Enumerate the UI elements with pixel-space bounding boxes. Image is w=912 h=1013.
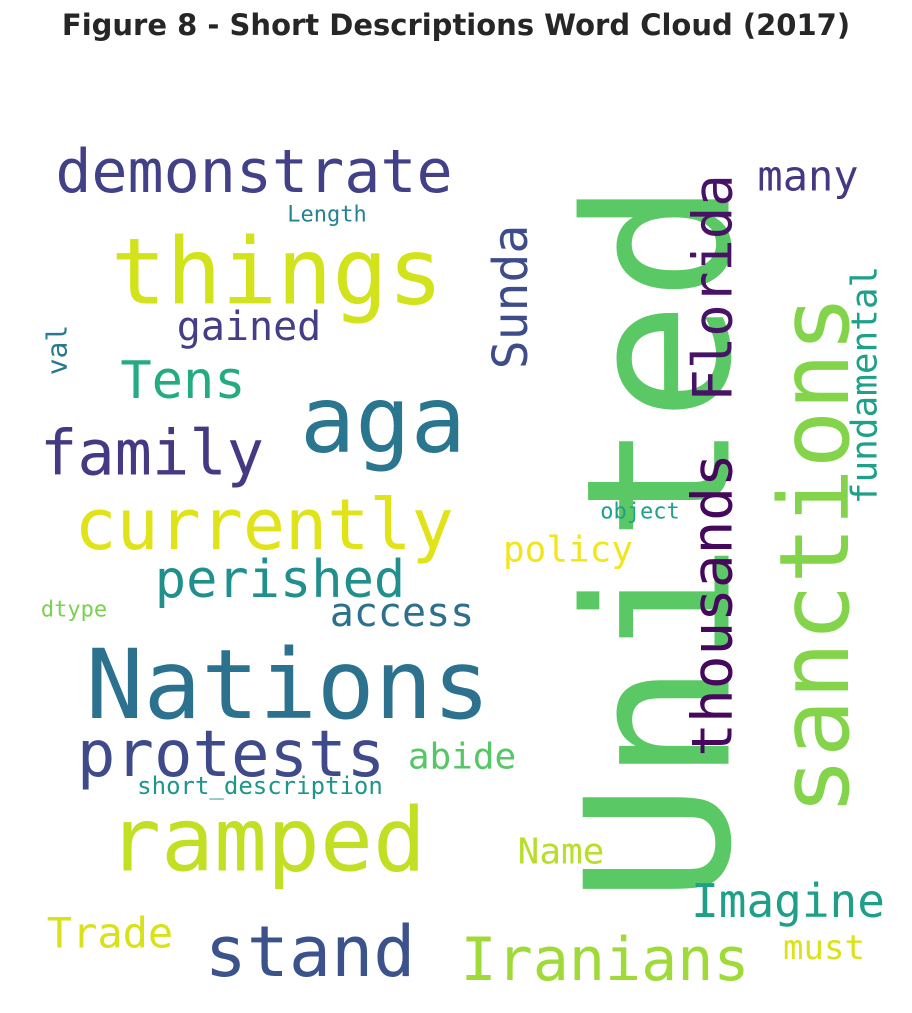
- cloud-word-abide: abide: [408, 737, 516, 778]
- cloud-word-thousands: thousands: [681, 453, 746, 756]
- cloud-word-stand: stand: [205, 911, 416, 993]
- cloud-word-family: family: [40, 417, 264, 490]
- cloud-word-tens: Tens: [120, 351, 245, 411]
- cloud-word-val: val: [41, 325, 74, 376]
- cloud-word-short-description: short_description: [137, 772, 383, 800]
- cloud-word-perished: perished: [155, 550, 405, 610]
- chart-title: Figure 8 - Short Descriptions Word Cloud…: [61, 8, 851, 42]
- cloud-word-trade: Trade: [47, 909, 173, 958]
- cloud-word-policy: policy: [503, 530, 633, 571]
- cloud-word-demonstrate: demonstrate: [55, 137, 452, 207]
- cloud-word-many: many: [757, 152, 858, 201]
- cloud-word-ramped: ramped: [108, 789, 426, 892]
- cloud-word-fundamental: fundamental: [845, 266, 886, 504]
- cloud-word-iranians: Iranians: [461, 925, 750, 995]
- cloud-word-imagine: Imagine: [691, 874, 885, 928]
- cloud-word-nations: Nations: [86, 629, 491, 741]
- cloud-word-florida: Florida: [682, 174, 745, 402]
- cloud-word-aga: aga: [300, 367, 466, 474]
- cloud-word-dtype: dtype: [41, 598, 107, 623]
- cloud-word-sunda: Sunda: [483, 225, 539, 370]
- cloud-word-currently: currently: [74, 484, 453, 566]
- cloud-word-protests: protests: [77, 718, 385, 792]
- cloud-word-united: United: [544, 181, 777, 903]
- cloud-word-things: things: [111, 219, 443, 326]
- cloud-word-sanctions: sanctions: [759, 295, 871, 815]
- cloud-word-gained: gained: [177, 304, 322, 350]
- cloud-word-name: Name: [518, 832, 605, 873]
- cloud-word-length: Length: [287, 203, 366, 228]
- cloud-word-access: access: [330, 590, 475, 636]
- cloud-word-must: must: [783, 928, 865, 968]
- cloud-word-object: object: [600, 500, 679, 525]
